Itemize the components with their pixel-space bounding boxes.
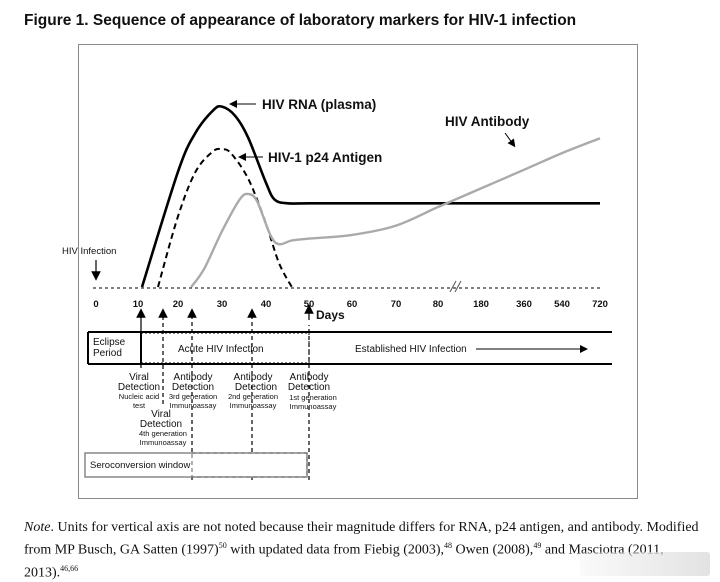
test-label-3rd-gen: Antibody Detection 3rd generation Immuno…: [169, 372, 217, 410]
svg-text:Viral: Viral: [129, 372, 149, 383]
seroconversion-window-box: [84, 452, 308, 478]
svg-text:1st generation: 1st generation: [289, 393, 337, 402]
svg-text:Immunoassay: Immunoassay: [230, 401, 277, 410]
svg-text:Immunoassay: Immunoassay: [170, 401, 217, 410]
pointer-antibody: [504, 132, 516, 148]
x-tick-label: 70: [391, 299, 402, 310]
figure-frame: [78, 44, 638, 499]
x-tick-label: 180: [473, 299, 489, 310]
note-text-2: with updated data from Fiebig (2003),: [226, 542, 445, 558]
test-label-nucleic-acid: Viral Detection Nucleic acid test: [118, 372, 160, 410]
x-tick-label: 360: [516, 299, 532, 310]
watermark-overlay: [580, 552, 710, 576]
x-tick-label: 30: [217, 299, 228, 310]
x-tick-label: 20: [173, 299, 184, 310]
svg-text:Antibody: Antibody: [290, 372, 329, 383]
x-axis-label: Days: [316, 308, 345, 322]
figure-note: Note. Units for vertical axis are not no…: [24, 519, 714, 582]
x-tick-label: 720: [592, 299, 608, 310]
series-label-p24: HIV-1 p24 Antigen: [268, 150, 382, 165]
test-label-1st-gen: Antibody Detection 1st generation Immuno…: [288, 372, 337, 411]
axis-break-mark: [449, 280, 462, 293]
event-label-hiv-infection: HIV Infection: [62, 246, 116, 257]
note-text-3: Owen (2008),: [452, 542, 534, 558]
svg-text:2nd generation: 2nd generation: [228, 392, 278, 401]
x-ticks: 0 10 20 30 40 50 60 70 80 180 360 540 720: [93, 299, 608, 310]
x-tick-label: 50: [304, 299, 315, 310]
x-tick-label: 80: [433, 299, 444, 310]
series-hiv-antibody-line: [190, 137, 601, 288]
x-tick-label: 40: [261, 299, 272, 310]
svg-text:Immunoassay: Immunoassay: [140, 438, 187, 447]
note-sup-1: 50: [218, 541, 227, 550]
test-label-2nd-gen: Antibody Detection 2nd generation Immuno…: [228, 372, 278, 410]
note-sup-4: 46,66: [60, 563, 79, 573]
series-label-antibody: HIV Antibody: [445, 114, 530, 129]
svg-text:Detection: Detection: [235, 382, 277, 393]
phase-eclipse-line2: Period: [93, 348, 122, 359]
seroconversion-window-dashed: [191, 452, 308, 478]
svg-text:Detection: Detection: [140, 419, 182, 430]
svg-text:Nucleic acid: Nucleic acid: [119, 392, 159, 401]
svg-text:4th generation: 4th generation: [139, 429, 187, 438]
series-hiv-rna-line: [140, 104, 601, 288]
svg-text:Detection: Detection: [288, 382, 330, 393]
svg-text:Detection: Detection: [172, 382, 214, 393]
svg-text:test: test: [133, 401, 146, 410]
seroconversion-label: Seroconversion window: [90, 460, 190, 471]
phase-acute-label: Acute HIV Infection: [178, 344, 264, 355]
phase-band: [87, 331, 612, 365]
svg-text:Detection: Detection: [118, 382, 160, 393]
x-tick-label: 540: [554, 299, 570, 310]
x-tick-label: 60: [347, 299, 358, 310]
series-label-hiv-rna: HIV RNA (plasma): [262, 97, 376, 112]
note-text-1: . Units for vertical axis are not noted …: [24, 520, 699, 558]
x-tick-label: 10: [133, 299, 144, 310]
note-sup-2: 48: [444, 541, 453, 550]
figure-title: Figure 1. Sequence of appearance of labo…: [24, 12, 577, 29]
svg-text:3rd generation: 3rd generation: [169, 392, 217, 401]
note-sup-3: 49: [533, 541, 542, 550]
phase-eclipse-line1: Eclipse: [93, 337, 126, 348]
svg-text:Viral: Viral: [151, 409, 171, 420]
svg-text:Immunoassay: Immunoassay: [290, 402, 337, 411]
note-lead: Note: [24, 520, 51, 535]
x-tick-label: 0: [93, 299, 98, 310]
phase-established-label: Established HIV Infection: [355, 344, 467, 355]
svg-text:Antibody: Antibody: [234, 372, 273, 383]
svg-text:Antibody: Antibody: [174, 372, 213, 383]
series-p24-antigen-line: [157, 147, 293, 288]
test-label-4th-gen: Viral Detection 4th generation Immunoass…: [139, 409, 187, 447]
